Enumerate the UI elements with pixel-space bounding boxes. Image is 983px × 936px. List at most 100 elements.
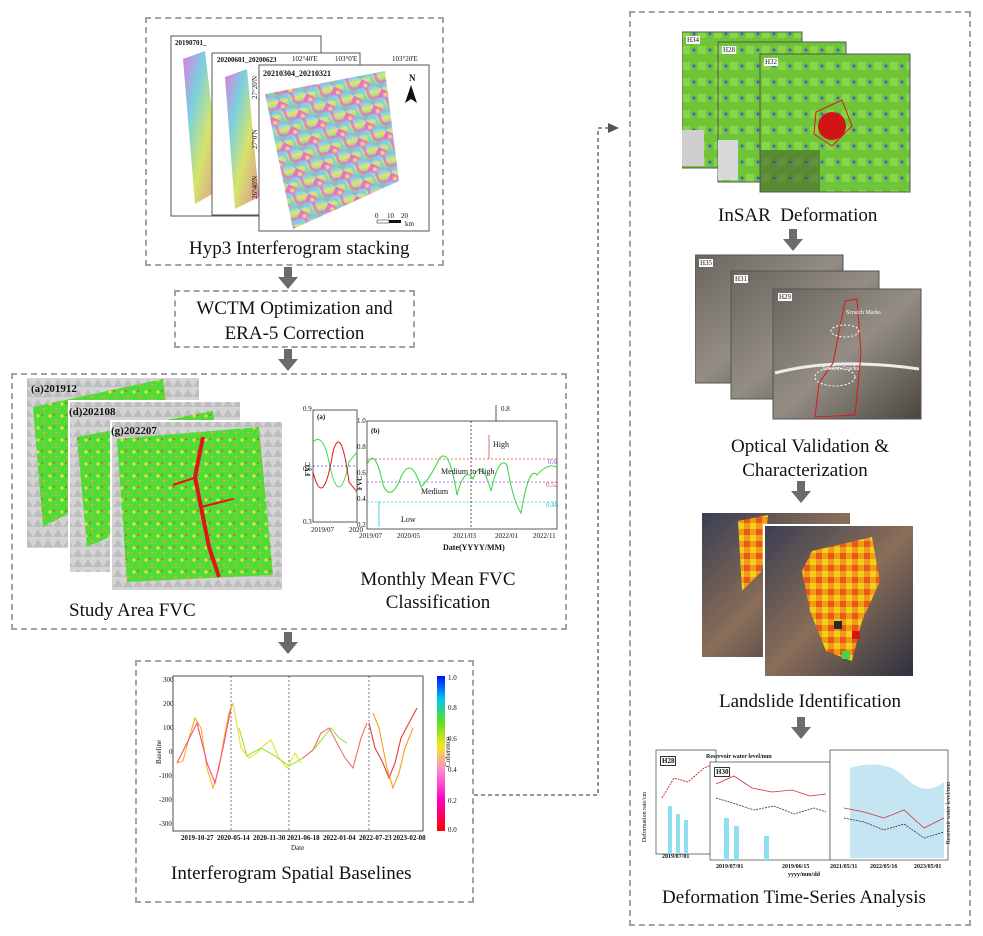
- landslide-boundary: [814, 298, 862, 418]
- class-medium-high: Medium to High: [441, 467, 495, 476]
- deformation-label: Deformation Time-Series Analysis: [662, 887, 926, 908]
- baseline-ytick-0: 0: [169, 748, 173, 756]
- chart-b-ytick-1: 1.0: [357, 417, 366, 425]
- fvc-map-stack: [27, 378, 283, 592]
- fvc-panel-d: (d)202108: [69, 406, 116, 418]
- baseline-ytick-neg300: -300: [159, 820, 172, 828]
- scale-10: 10: [387, 212, 394, 220]
- interferogram-stack: [170, 35, 430, 232]
- chart-a-ytick-3: 0.3: [303, 518, 312, 526]
- chart-b-xtick-1: 2019/07: [359, 532, 382, 540]
- baseline-xtick-7: 2023-02-08: [393, 834, 426, 842]
- fvc-map-g: [117, 427, 273, 582]
- baseline-ytick-neg200: -200: [159, 796, 172, 804]
- scale-unit: km: [405, 220, 414, 228]
- lat-tick-1: 27°20'N: [251, 75, 259, 99]
- fvc-chart-a: [312, 409, 358, 523]
- scale-20: 20: [401, 212, 408, 220]
- chart-a-ytick-1: 0.9: [303, 405, 312, 413]
- baseline-ytick-200: 200: [163, 700, 174, 708]
- lat-tick-3: 26°40'N: [251, 175, 259, 199]
- baseline-xtick-6: 2022-07-23: [359, 834, 392, 842]
- north-label: N: [409, 73, 416, 83]
- deformation-ylabel-left: Deformation rate/cm: [642, 791, 649, 843]
- class-medium: Medium: [421, 487, 449, 496]
- scratch-marks-label: Scratch Marks: [846, 310, 881, 316]
- baseline-network: [176, 702, 418, 790]
- cbar-label: Coherence: [443, 737, 452, 767]
- panel-date-1: 20190701_: [175, 39, 207, 47]
- hyp3-box: 20190701_ 20200601_20200623 20210304_202…: [145, 17, 444, 266]
- down-arrow-icon: [791, 481, 811, 503]
- lon-tick-3: 103°20'E: [392, 55, 418, 63]
- chart-b-ylabel: FVC: [356, 475, 365, 491]
- insar-h28: H28: [722, 46, 737, 54]
- deformation-h28: H28: [660, 756, 677, 766]
- optical-label-line1: Optical Validation &: [731, 436, 889, 457]
- chart-a-ytick-2: 0.6: [303, 465, 312, 473]
- optical-h29: H29: [778, 293, 793, 301]
- insar-deformation-zone: [818, 112, 846, 140]
- panel-date-3: 20210304_20210321: [263, 69, 331, 78]
- interferogram-2: [225, 69, 259, 209]
- baseline-ylabel: Baseline: [155, 739, 164, 765]
- baseline-xlabel: Date: [291, 844, 305, 852]
- threshold-value-1: 0.6: [548, 458, 557, 466]
- chart-b-ytick-4: 0.4: [357, 495, 366, 503]
- baselines-label: Interferogram Spatial Baselines: [171, 863, 412, 884]
- chart-b-tag: (b): [371, 427, 380, 435]
- deformation-xtick-3: 2021/05/31: [830, 864, 858, 870]
- chart-b-ytick-2: 0.8: [357, 443, 366, 451]
- down-arrow-icon: [278, 632, 298, 654]
- down-arrow-icon: [278, 267, 298, 289]
- landslide-heatmap: [802, 537, 880, 661]
- fvc-class-line2: Classification: [385, 592, 491, 613]
- optical-card-h29: [772, 288, 922, 420]
- chart-b-xtick-4: 2022/01: [495, 532, 518, 540]
- scratch-marks-ellipse: [830, 324, 860, 338]
- deformation-xlabel: yyyy/mm/dd: [788, 872, 821, 878]
- hyp3-label: Hyp3 Interferogram stacking: [189, 238, 410, 259]
- chart-b-xtick-2: 2020/05: [397, 532, 420, 540]
- tension-cracks-ellipse: [814, 367, 856, 387]
- baselines-box: Baseline 300 200 100 0 -100 -200 -300 20…: [135, 660, 474, 903]
- chart-a-green-line: [312, 439, 358, 488]
- chart-b-xtick-3: 2021/03: [453, 532, 476, 540]
- chart-a-xtick-1: 2019/07: [311, 526, 334, 534]
- insar-label: InSAR Deformation: [718, 205, 878, 226]
- baselines-chart: [172, 675, 445, 832]
- chart-b-ytick-5: 0.2: [357, 521, 366, 529]
- fvc-panel-g: (g)202207: [111, 425, 157, 437]
- coherence-colorbar: [437, 676, 445, 831]
- chart-b-ytick-3: 0.6: [357, 469, 366, 477]
- baseline-xtick-1: 2019-10-27: [181, 834, 214, 842]
- optical-panels: [695, 254, 922, 420]
- chart-a-xtick-2: 2020: [349, 526, 363, 534]
- insar-panels: [682, 31, 911, 193]
- deformation-legend: Reservoir water level/mm: [706, 754, 772, 760]
- down-arrow-icon: [278, 349, 298, 371]
- deformation-xtick-a: 2019/07/01: [662, 854, 690, 860]
- fvc-class-line1: Monthly Mean FVC: [360, 569, 516, 590]
- deformation-xtick-1: 2019/07/01: [716, 864, 744, 870]
- cbar-tick-6: 0.0: [448, 826, 457, 834]
- down-arrow-icon: [783, 229, 803, 251]
- wctm-label-line1: WCTM Optimization and: [196, 298, 393, 319]
- north-arrow-icon: [405, 85, 417, 103]
- deformation-panels: [655, 749, 949, 861]
- fvc-series-line: [366, 455, 558, 515]
- connector-arrow: [474, 123, 619, 796]
- interferogram-3: [265, 71, 399, 229]
- wctm-box: WCTM Optimization and ERA-5 Correction: [174, 290, 415, 348]
- class-high: High: [493, 440, 509, 449]
- cbar-tick-3: 0.6: [448, 735, 457, 743]
- optical-h31: H31: [734, 275, 749, 283]
- baseline-ytick-300: 300: [163, 676, 174, 684]
- deformation-h30: H30: [714, 767, 731, 777]
- deformation-ylabel-right: Reservoir water level/mm: [946, 781, 953, 845]
- cbar-tick-1: 1.0: [448, 674, 457, 682]
- chart-a-tag: (a): [317, 413, 326, 421]
- deformation-xtick-2: 2019/06/15: [782, 864, 810, 870]
- reservoir-level-area: [850, 764, 944, 858]
- wctm-label-line2: ERA-5 Correction: [224, 323, 365, 344]
